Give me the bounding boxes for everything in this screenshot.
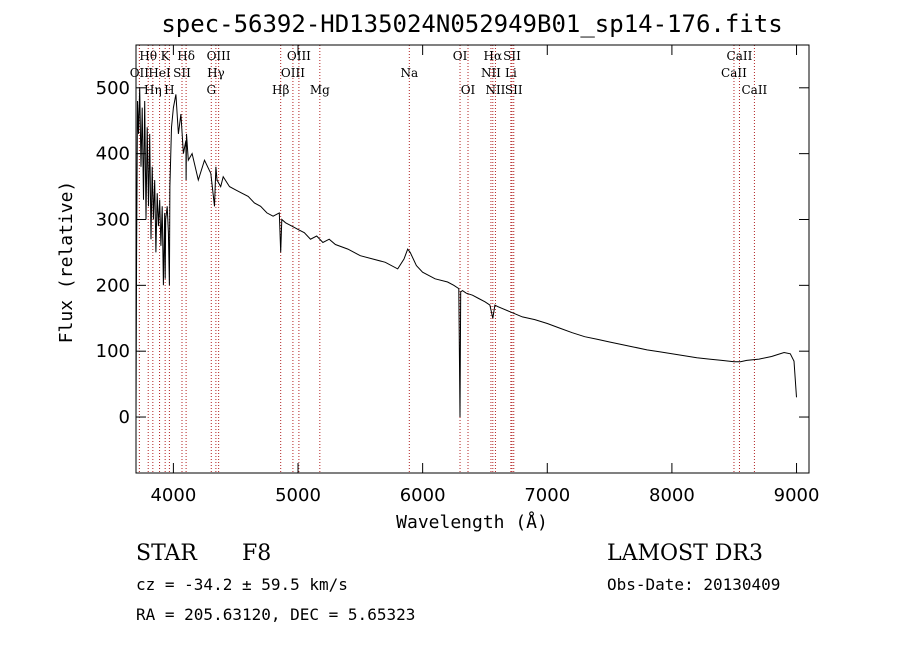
y-tick-label: 300 [96, 209, 130, 230]
x-axis-label: Wavelength (Å) [396, 511, 548, 533]
y-axis-label: Flux (relative) [56, 181, 77, 344]
spectral-line-label: Mg [310, 83, 330, 97]
y-axis-ticks: 0 100 200 300 400 500 [96, 78, 809, 428]
y-tick-label: 100 [96, 341, 130, 362]
survey-name: LAMOST DR3 [607, 541, 763, 566]
spectral-line-label: G [206, 83, 216, 97]
spectral-line-label: OIII [287, 49, 311, 63]
spectral-line-label: OI [461, 83, 476, 97]
spectral-line-label: Hα [484, 49, 503, 63]
spectral-line-label: Hθ [139, 49, 157, 63]
x-axis-ticks: 4000 5000 6000 7000 8000 9000 [150, 45, 819, 506]
spectral-line-label: OII [130, 66, 150, 80]
spectral-line-label: OI [453, 49, 468, 63]
x-tick-label: 4000 [150, 485, 196, 506]
spectral-line-label: NII [481, 66, 501, 80]
spectral-line-label: HeI [148, 66, 171, 80]
spectral-line-label: Hβ [272, 83, 289, 97]
spectral-line-label: H [164, 83, 174, 97]
y-tick-label: 200 [96, 275, 130, 296]
spectral-line-label: K [161, 49, 171, 63]
object-class: STAR [136, 541, 198, 566]
spectral-line-label: OIII [207, 49, 231, 63]
spectral-line-label: CaII [741, 83, 767, 97]
spectral-line-label: Li [505, 66, 517, 80]
spectrum-line [135, 87, 797, 418]
spectral-line-label: CaII [727, 49, 753, 63]
spectral-line-label: Hη [144, 83, 162, 97]
chart-title: spec-56392-HD135024N052949B01_sp14-176.f… [161, 10, 782, 38]
radec-line: RA = 205.63120, DEC = 5.65323 [136, 605, 415, 624]
spectral-line-label: Hδ [177, 49, 195, 63]
spectral-line-label: OIII [281, 66, 305, 80]
obs-date: Obs-Date: 20130409 [607, 575, 780, 594]
spectral-line-label: Na [400, 66, 418, 80]
x-tick-label: 6000 [400, 485, 446, 506]
x-tick-label: 5000 [275, 485, 321, 506]
spectral-line-labels: OII Hθ Hη HeI K H SII Hδ G Hγ OIII Hβ OIII OIII Mg Na OI… [130, 49, 768, 97]
spectral-line-label: SII [173, 66, 191, 80]
spectral-line-label: CaII [721, 66, 747, 80]
spectral-line-label: SII [503, 49, 521, 63]
object-subclass: F8 [242, 541, 271, 566]
spectral-line-label: SII [505, 83, 523, 97]
spectral-line-label: Hγ [207, 66, 225, 80]
x-tick-label: 8000 [649, 485, 695, 506]
x-tick-label: 9000 [774, 485, 820, 506]
redshift-line: cz = -34.2 ± 59.5 km/s [136, 575, 348, 594]
y-tick-label: 400 [96, 144, 130, 165]
y-tick-label: 0 [119, 407, 130, 428]
spectral-line-label: NII [485, 83, 505, 97]
y-tick-label: 500 [96, 78, 130, 99]
plot-frame [135, 44, 810, 474]
x-tick-label: 7000 [524, 485, 570, 506]
spectral-line-markers [138, 45, 755, 473]
